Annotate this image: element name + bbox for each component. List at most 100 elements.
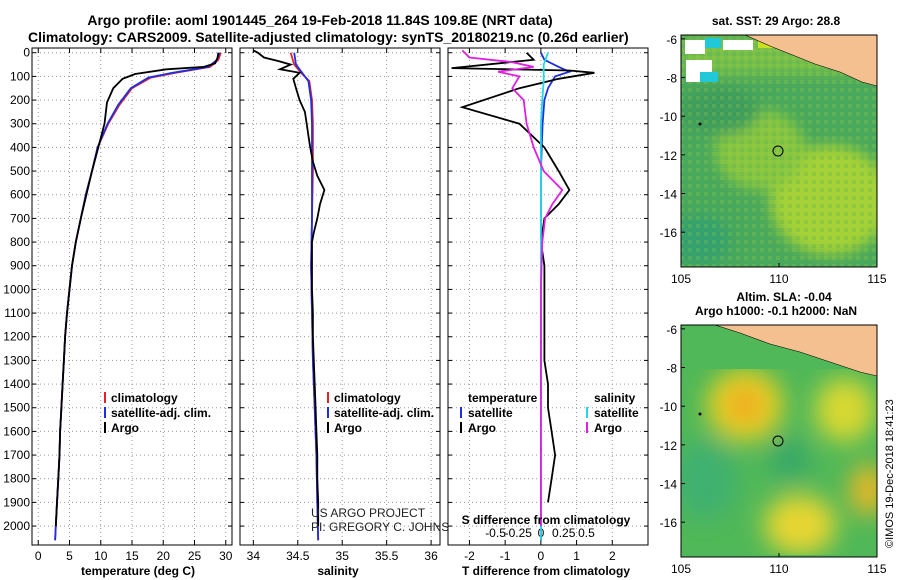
- map-x-tick-label: 115: [867, 562, 886, 576]
- y-tick-label: 600: [10, 188, 30, 202]
- legend-climatology-label: climatology: [111, 391, 178, 405]
- x-tick-label: 20: [157, 549, 171, 563]
- y-tick-label: 1500: [3, 401, 30, 415]
- java-coastline-sla: [714, 325, 877, 377]
- map-y-tick-label: -8: [666, 362, 677, 376]
- map-y-tick-label: -6: [666, 33, 677, 47]
- sla-map: [681, 325, 877, 557]
- difference-legend: temperature satellite Argo salinity sate…: [460, 391, 639, 435]
- y-tick-label: 100: [10, 69, 30, 83]
- top-axis-tick-label: -0.25: [505, 526, 533, 540]
- difference-plot-frame: [447, 47, 649, 546]
- y-tick-label: 1200: [3, 330, 30, 344]
- x-tick-label: 2: [609, 549, 616, 563]
- series-line-temperature-argo: [451, 52, 595, 503]
- y-tick-label: 1900: [3, 495, 30, 509]
- y-tick-label: 1400: [3, 377, 30, 391]
- y-tick-label: 1100: [4, 306, 30, 320]
- map-x-tick-label: 115: [867, 272, 886, 286]
- small-island-marker: [698, 412, 702, 416]
- series-line-argo: [252, 49, 326, 527]
- legend-sal-argo-label: Argo: [594, 421, 622, 435]
- sst-map-title: sat. SST: 29 Argo: 28.8: [712, 14, 841, 28]
- sla-map-subtitle: Argo h1000: -0.1 h2000: NaN: [695, 304, 857, 318]
- y-tick-label: 1800: [3, 472, 30, 486]
- x-tick-label: 30: [219, 549, 233, 563]
- imos-credit: ©IMOS 19-Dec-2018 18:41:23: [884, 399, 896, 548]
- legend-satellite-label: satellite-adj. clim.: [111, 406, 211, 420]
- x-tick-label: 0: [538, 549, 545, 563]
- temperature-legend: climatology satellite-adj. clim. Argo: [104, 391, 211, 435]
- map-y-tick-label: -12: [660, 149, 678, 163]
- difference-x-axis-label: T difference from climatology: [462, 564, 630, 578]
- y-tick-label: 0: [23, 46, 30, 60]
- map-y-tick-label: -6: [666, 323, 677, 337]
- y-tick-label: 1300: [3, 353, 30, 367]
- credit-project: US ARGO PROJECT: [311, 506, 426, 520]
- legend-climatology-label: climatology: [334, 391, 401, 405]
- x-tick-label: 35.5: [375, 549, 399, 563]
- y-tick-label: 300: [10, 117, 30, 131]
- series-line-argo: [54, 52, 220, 527]
- legend-temperature-title: temperature: [468, 391, 538, 405]
- legend-temp-satellite-label: satellite: [468, 406, 513, 420]
- x-tick-label: 34.5: [286, 549, 310, 563]
- x-tick-label: 35: [336, 549, 350, 563]
- x-tick-label: -2: [464, 549, 475, 563]
- argo-position-marker: [772, 145, 784, 157]
- x-tick-label: 1: [573, 549, 580, 563]
- difference-top-axis-label: S difference from climatology: [462, 513, 631, 527]
- figure-title-line-2: Climatology: CARS2009. Satellite-adjuste…: [28, 29, 629, 45]
- y-tick-label: 500: [10, 164, 30, 178]
- temperature-x-axis-label: temperature (deg C): [81, 564, 195, 578]
- y-tick-label: 1600: [3, 424, 30, 438]
- map-y-tick-label: -14: [660, 478, 678, 492]
- legend-satellite-label: satellite-adj. clim.: [334, 406, 434, 420]
- series-line-salinity-argo: [461, 49, 564, 527]
- x-tick-label: 36: [424, 549, 438, 563]
- map-y-tick-label: -10: [660, 400, 678, 414]
- y-tick-label: 1700: [3, 448, 30, 462]
- top-axis-tick-label: 0.5: [578, 526, 595, 540]
- x-tick-label: 10: [94, 549, 108, 563]
- y-tick-label: 1000: [3, 282, 30, 296]
- map-x-tick-label: 105: [671, 562, 691, 576]
- map-y-tick-label: -10: [660, 110, 678, 124]
- java-coastline-sst: [744, 35, 877, 87]
- map-y-tick-label: -12: [660, 439, 678, 453]
- salinity-x-axis-label: salinity: [317, 564, 359, 578]
- y-tick-label: 2000: [3, 519, 30, 533]
- small-island-marker: [698, 122, 702, 126]
- x-tick-label: 34: [247, 549, 261, 563]
- map-y-tick-label: -16: [660, 226, 678, 240]
- salinity-plot-frame: [239, 47, 441, 546]
- legend-argo-label: Argo: [334, 421, 362, 435]
- salinity-legend: climatology satellite-adj. clim. Argo: [327, 391, 434, 435]
- x-tick-label: 0: [35, 549, 42, 563]
- top-axis-tick-label: -0.5: [485, 526, 506, 540]
- credit-pi: PI: GREGORY C. JOHNSON: [311, 520, 467, 534]
- legend-salinity-title: salinity: [594, 391, 636, 405]
- figure-title-line-1: Argo profile: aoml 1901445_264 19-Feb-20…: [87, 12, 553, 28]
- y-tick-label: 900: [10, 259, 30, 273]
- map-x-tick-label: 105: [671, 272, 691, 286]
- y-tick-label: 400: [10, 140, 30, 154]
- legend-sal-satellite-label: satellite: [594, 406, 639, 420]
- map-x-tick-label: 110: [769, 272, 788, 286]
- argo-position-marker: [772, 435, 784, 447]
- x-tick-label: 5: [66, 549, 73, 563]
- legend-argo-label: Argo: [111, 421, 139, 435]
- top-axis-tick-label: 0.25: [552, 526, 576, 540]
- map-x-tick-label: 110: [769, 562, 788, 576]
- legend-temp-argo-label: Argo: [468, 421, 496, 435]
- map-y-tick-label: -8: [666, 72, 677, 86]
- x-tick-label: 15: [125, 549, 139, 563]
- x-tick-label: 25: [188, 549, 202, 563]
- y-tick-label: 700: [10, 211, 30, 225]
- y-tick-label: 200: [10, 93, 30, 107]
- map-y-tick-label: -16: [660, 516, 678, 530]
- map-y-tick-label: -14: [660, 188, 678, 202]
- sla-map-title: Altim. SLA: -0.04: [736, 290, 832, 304]
- sst-map: [681, 35, 877, 267]
